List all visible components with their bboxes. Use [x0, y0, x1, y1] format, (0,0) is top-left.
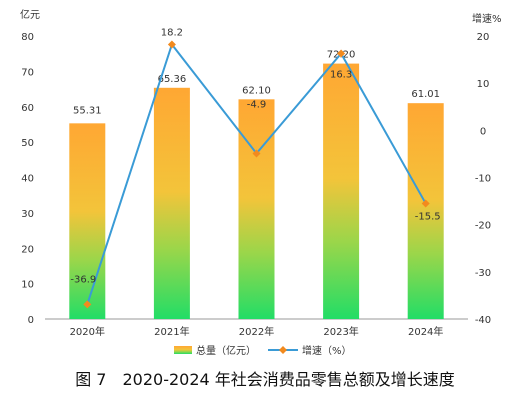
y-left-tick-label: 60 — [21, 103, 34, 114]
legend-line-marker — [279, 346, 287, 354]
y-right-tick-label: 20 — [477, 32, 490, 43]
legend-line-label: 增速（%） — [302, 344, 352, 357]
combo-chart: 亿元 增速% 0 10 20 30 40 50 60 70 80 -40 -30 -20 -10 0 10 20 5… — [20, 8, 502, 357]
y-left-tick-label: 30 — [21, 209, 34, 220]
legend-bar-swatch — [174, 346, 192, 354]
bar-value-label: 55.31 — [73, 105, 102, 116]
y-right-tick-label: -30 — [475, 268, 491, 279]
y-left-tick-label: 10 — [21, 280, 34, 291]
legend-bar-label: 总量（亿元） — [196, 344, 256, 357]
y-left-tick-label: 80 — [21, 32, 34, 43]
x-tick-label: 2024年 — [408, 325, 443, 338]
growth-value-label: 16.3 — [330, 69, 352, 80]
bar — [323, 63, 360, 319]
y-left-tick-label: 70 — [21, 67, 34, 78]
figure-caption: 图 7 2020-2024 年社会消费品零售总额及增长速度 — [75, 370, 455, 389]
y-right-tick-label: 0 — [480, 126, 486, 137]
bar-value-label: 62.10 — [242, 85, 271, 96]
x-tick-label: 2020年 — [70, 325, 105, 338]
x-tick-label: 2023年 — [323, 325, 358, 338]
y-right-tick-label: -40 — [475, 315, 491, 326]
bar-value-label: 61.01 — [411, 89, 440, 100]
growth-marker — [83, 300, 92, 309]
bar — [238, 99, 275, 319]
growth-marker — [167, 40, 176, 49]
y-left-tick-label: 50 — [21, 138, 34, 149]
growth-value-label: -36.9 — [70, 274, 96, 285]
y-right-tick-label: -10 — [475, 174, 491, 185]
growth-marker — [337, 49, 346, 58]
y-left-tick-label: 0 — [28, 315, 34, 326]
y-left-tick-label: 40 — [21, 174, 34, 185]
bar — [153, 87, 190, 319]
growth-value-label: -4.9 — [247, 99, 267, 110]
bar — [407, 103, 444, 319]
bar-value-label: 65.36 — [158, 74, 187, 85]
x-tick-label: 2022年 — [239, 325, 274, 338]
y-left-unit: 亿元 — [20, 8, 40, 21]
x-tick-label: 2021年 — [154, 325, 189, 338]
growth-marker — [252, 149, 261, 158]
y-right-tick-label: -20 — [475, 221, 491, 232]
growth-value-label: -15.5 — [415, 211, 441, 222]
y-right-unit: 增速% — [472, 12, 502, 25]
bar — [69, 123, 106, 319]
y-right-tick-label: 10 — [477, 79, 490, 90]
growth-marker — [421, 199, 430, 208]
y-left-tick-label: 20 — [21, 244, 34, 255]
growth-value-label: 18.2 — [161, 27, 183, 38]
